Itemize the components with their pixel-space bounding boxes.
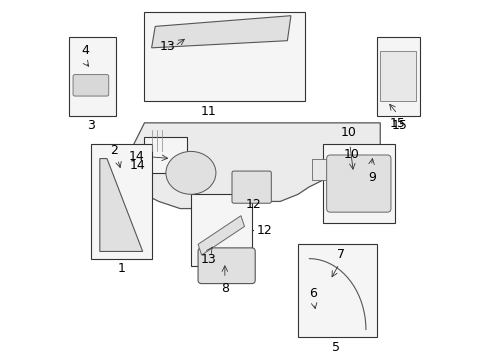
Text: 13: 13 bbox=[201, 253, 216, 266]
Bar bbox=[190, 194, 251, 266]
Text: 7: 7 bbox=[336, 248, 344, 261]
Text: 11: 11 bbox=[201, 105, 216, 118]
Text: 15: 15 bbox=[389, 117, 405, 130]
Text: 10: 10 bbox=[340, 126, 356, 139]
Bar bbox=[376, 37, 419, 116]
Text: 3: 3 bbox=[87, 119, 95, 132]
Bar bbox=[91, 144, 151, 258]
FancyBboxPatch shape bbox=[326, 155, 390, 212]
Text: 10: 10 bbox=[343, 148, 359, 161]
Text: 5: 5 bbox=[331, 341, 339, 354]
Bar bbox=[144, 12, 305, 102]
FancyBboxPatch shape bbox=[231, 171, 271, 203]
Text: 15: 15 bbox=[391, 119, 407, 132]
Text: 14: 14 bbox=[128, 150, 144, 163]
Text: 6: 6 bbox=[308, 287, 316, 300]
Polygon shape bbox=[130, 123, 380, 208]
Bar bbox=[69, 37, 116, 116]
Text: 9: 9 bbox=[367, 171, 376, 184]
Text: 14: 14 bbox=[129, 158, 145, 172]
Ellipse shape bbox=[165, 152, 216, 194]
Bar bbox=[380, 51, 415, 102]
Bar bbox=[323, 144, 394, 223]
Polygon shape bbox=[100, 158, 142, 251]
Text: 12: 12 bbox=[257, 224, 272, 237]
Text: 1: 1 bbox=[117, 262, 125, 275]
Bar bbox=[144, 137, 187, 173]
Text: 4: 4 bbox=[81, 44, 89, 57]
FancyBboxPatch shape bbox=[198, 248, 255, 284]
Text: 13: 13 bbox=[160, 40, 175, 53]
Text: 2: 2 bbox=[110, 144, 118, 157]
Bar bbox=[312, 158, 354, 180]
Bar bbox=[298, 244, 376, 337]
FancyBboxPatch shape bbox=[73, 75, 108, 96]
Text: 12: 12 bbox=[245, 198, 261, 211]
Polygon shape bbox=[151, 16, 290, 48]
Text: 8: 8 bbox=[221, 282, 228, 295]
Polygon shape bbox=[198, 216, 244, 255]
